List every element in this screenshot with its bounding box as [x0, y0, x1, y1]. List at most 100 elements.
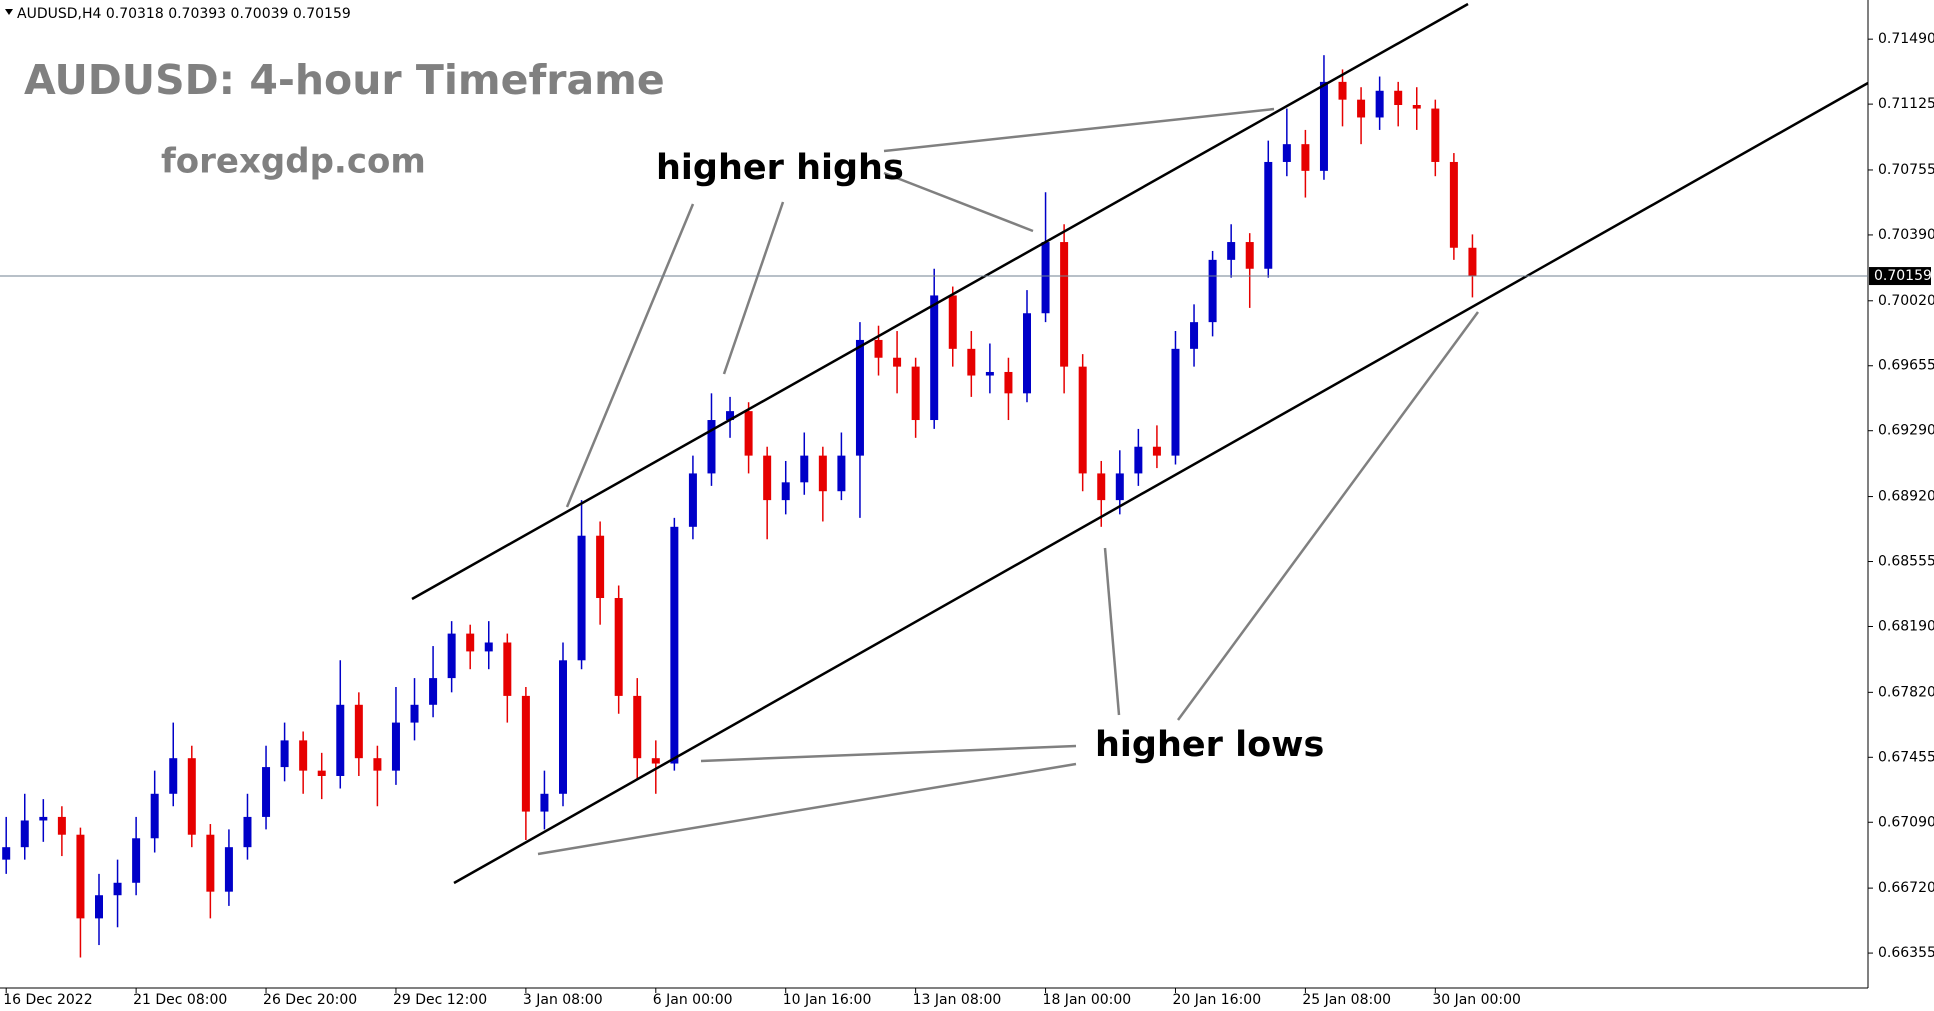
candle-body [429, 678, 438, 705]
candle-body [1115, 473, 1124, 501]
candle-body [651, 758, 660, 764]
y-tick-label: 0.67090 [1878, 814, 1934, 830]
candle-body [1431, 108, 1440, 162]
candle-body [317, 770, 326, 776]
symbol-header: AUDUSD,H4 0.70318 0.70393 0.70039 0.7015… [17, 6, 351, 22]
candle-body [874, 339, 883, 358]
y-tick-label: 0.67455 [1878, 749, 1934, 765]
pointer-line [883, 107, 1275, 153]
candle-body [837, 455, 846, 492]
y-tick-label: 0.71125 [1878, 96, 1934, 112]
candle-body [95, 895, 103, 919]
candle-body [1134, 446, 1143, 474]
candle-body [169, 758, 178, 794]
candle-body [1394, 90, 1403, 106]
x-tick-label: 10 Jan 16:00 [783, 992, 872, 1008]
candle-body [1412, 105, 1421, 109]
y-tick-label: 0.70390 [1878, 227, 1934, 243]
candle-body [1190, 322, 1199, 349]
candle-body [243, 816, 252, 848]
candle-body [224, 847, 233, 892]
candle-body [1301, 144, 1310, 171]
candle-body [1097, 473, 1106, 501]
pointer-lines [537, 107, 1480, 856]
candle-body [410, 704, 419, 723]
candle-body [206, 834, 215, 892]
y-tick-label: 0.70020 [1878, 293, 1934, 309]
candle-body [299, 740, 308, 771]
candle-body [893, 357, 902, 367]
pointer-line [722, 201, 785, 375]
pointer-line [700, 744, 1077, 763]
candle-body [1264, 161, 1273, 269]
candle-body [540, 793, 549, 812]
candle-body [76, 834, 85, 919]
candle-body [336, 704, 345, 776]
candle-body [707, 420, 716, 474]
candle-body [1357, 99, 1366, 118]
candle-body [1208, 259, 1217, 323]
candle-body [1041, 242, 1050, 314]
candle-body [484, 642, 493, 652]
pointer-line [565, 203, 695, 508]
x-tick-label: 13 Jan 08:00 [913, 992, 1002, 1008]
candle-body [744, 411, 753, 456]
y-tick-label: 0.68190 [1878, 618, 1934, 634]
candle-body [1449, 161, 1458, 248]
annotation: higher lows [1095, 725, 1324, 765]
y-tick-label: 0.70755 [1878, 162, 1934, 178]
annotation: higher highs [656, 148, 904, 188]
candle-body [1375, 90, 1384, 118]
candle-body [1245, 242, 1254, 269]
upper-channel-line [411, 2, 1469, 601]
pointer-line [1176, 311, 1480, 721]
y-tick-label: 0.67820 [1878, 684, 1934, 700]
y-tick-label: 0.66720 [1878, 880, 1934, 896]
y-tick-label: 0.68920 [1878, 489, 1934, 505]
candle-body [818, 455, 827, 492]
candle-body [763, 455, 772, 501]
x-tick-label: 21 Dec 08:00 [133, 992, 227, 1008]
candle-body [1060, 242, 1069, 367]
last-price-label: 0.70159 [1874, 268, 1932, 284]
candle-body [280, 740, 289, 768]
x-tick-label: 29 Dec 12:00 [393, 992, 487, 1008]
x-tick-label: 3 Jan 08:00 [523, 992, 603, 1008]
candle-body [855, 339, 864, 456]
y-tick-label: 0.69290 [1878, 423, 1934, 439]
candle-body [781, 482, 790, 501]
candle-body [113, 882, 122, 896]
candle-body [1282, 144, 1291, 162]
candle-body [1468, 247, 1477, 277]
candle-body [447, 633, 456, 679]
candle-body [688, 473, 697, 527]
x-tick-label: 30 Jan 00:00 [1432, 992, 1521, 1008]
y-tick-label: 0.66355 [1878, 945, 1934, 961]
candle-body [20, 820, 29, 848]
candle-body [1078, 366, 1087, 474]
y-tick-label: 0.71490 [1878, 31, 1934, 47]
x-tick-label: 18 Jan 00:00 [1043, 992, 1132, 1008]
candle-body [930, 295, 939, 421]
candle-body [466, 633, 475, 652]
candle-body [800, 455, 809, 483]
x-tick-label: 20 Jan 16:00 [1172, 992, 1261, 1008]
pointer-line [1103, 547, 1121, 716]
candle-body [1152, 446, 1161, 456]
candle-body [39, 816, 48, 821]
candle-body [577, 535, 586, 661]
candle-body [2, 847, 11, 860]
candle-body [262, 767, 271, 817]
candle-body [187, 758, 196, 835]
chart-subtitle: forexgdp.com [161, 142, 426, 182]
candle-body [57, 816, 66, 835]
candle-body [373, 758, 382, 771]
candle-body [948, 295, 957, 349]
pointer-line [883, 171, 1034, 233]
candle-body [391, 722, 400, 771]
candle-body [1004, 371, 1013, 394]
dropdown-icon [5, 9, 13, 15]
y-tick-label: 0.68555 [1878, 554, 1934, 570]
